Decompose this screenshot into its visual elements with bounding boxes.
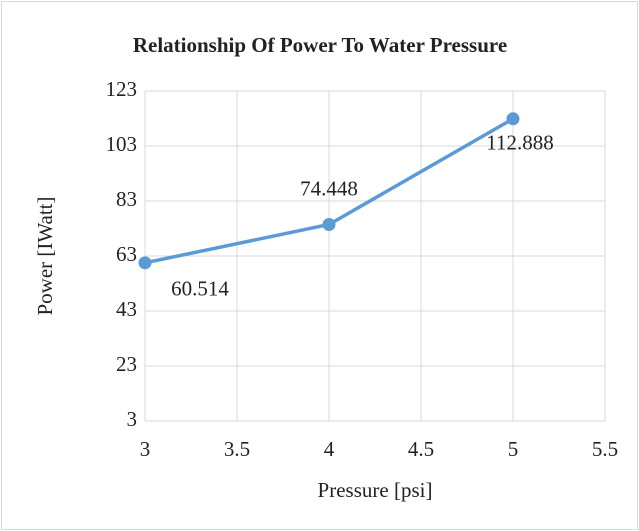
x-tick-label: 5.5 xyxy=(592,437,618,461)
y-tick-label: 123 xyxy=(106,77,138,101)
point xyxy=(138,256,152,270)
x-tick-label: 3 xyxy=(140,437,151,461)
data-label: 60.514 xyxy=(171,277,229,301)
chart-title: Relationship Of Power To Water Pressure xyxy=(133,33,507,57)
y-axis-label: Power [IWatt] xyxy=(33,196,57,315)
x-tick-label: 5 xyxy=(508,437,519,461)
y-tick-label: 23 xyxy=(116,352,137,376)
data-label: 112.888 xyxy=(486,131,553,155)
y-tick-label: 83 xyxy=(116,187,137,211)
y-tick-label: 43 xyxy=(116,297,137,321)
point xyxy=(322,218,336,232)
y-tick-label: 3 xyxy=(127,407,138,431)
x-tick-label: 4.5 xyxy=(408,437,434,461)
y-tick-label: 103 xyxy=(106,132,138,156)
y-tick-label: 63 xyxy=(116,242,137,266)
x-tick-label: 3.5 xyxy=(224,437,250,461)
point xyxy=(506,112,520,126)
x-tick-label: 4 xyxy=(324,437,335,461)
data-label: 74.448 xyxy=(300,176,358,200)
x-axis-label: Pressure [psi] xyxy=(318,478,433,502)
